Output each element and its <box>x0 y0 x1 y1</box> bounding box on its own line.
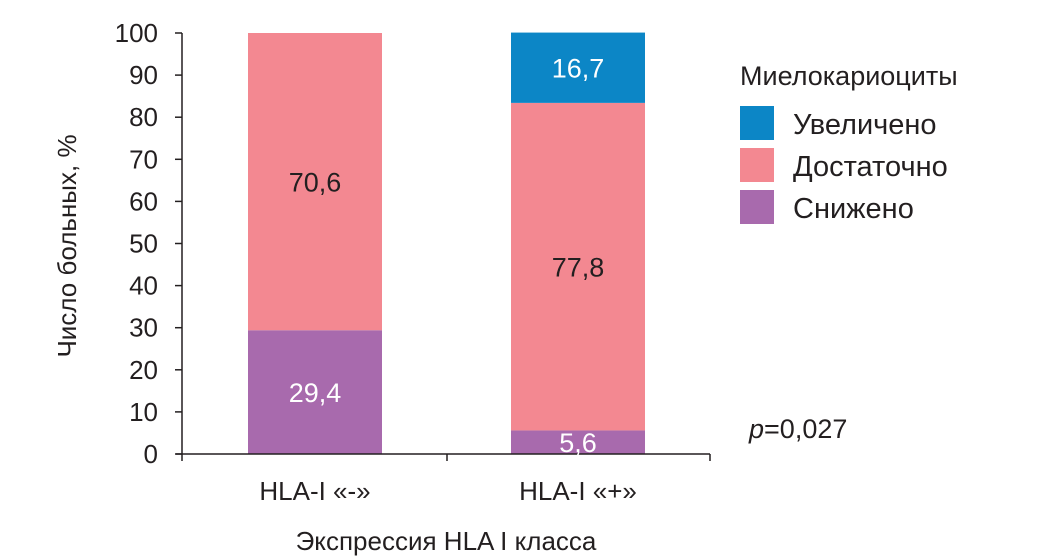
p-value-annotation: p=0,027 <box>748 414 847 444</box>
y-tick-label: 30 <box>129 313 158 343</box>
bar-value-label: 29,4 <box>289 378 342 408</box>
legend-label: Увеличено <box>793 109 937 141</box>
bars-layer <box>248 32 645 454</box>
legend-title: Миелокариоциты <box>740 61 958 91</box>
x-axis-label: Экспрессия HLA I класса <box>296 526 597 556</box>
y-tick-label: 90 <box>129 60 158 90</box>
y-axis-label: Число больных, % <box>52 134 82 357</box>
legend: Миелокариоциты Увеличено Достаточно Снижен… <box>740 61 958 225</box>
bar-segment <box>511 32 645 103</box>
x-tick-label: HLA-I «+» <box>519 476 637 506</box>
bar-segment <box>511 102 645 431</box>
bar-segment <box>248 33 382 331</box>
y-tick-label: 40 <box>129 271 158 301</box>
y-tick-label: 80 <box>129 102 158 132</box>
x-tick-label: HLA-I «-» <box>259 476 370 506</box>
y-tick-label: 50 <box>129 229 158 259</box>
p-value: =0,027 <box>764 414 847 444</box>
bar-segment <box>248 330 382 454</box>
legend-swatch <box>740 106 774 140</box>
bar-value-label: 5,6 <box>559 428 597 458</box>
y-tick-label: 10 <box>129 397 158 427</box>
legend-swatch <box>740 190 774 224</box>
legend-swatch <box>740 148 774 182</box>
data-labels: 29,4 70,6 5,6 77,8 16,7 <box>289 54 605 458</box>
legend-label: Снижено <box>793 193 914 225</box>
p-symbol: p <box>748 414 764 444</box>
x-ticks: HLA-I «-» HLA-I «+» <box>181 454 711 506</box>
bar-value-label: 16,7 <box>552 54 605 84</box>
bar-value-label: 77,8 <box>552 253 605 283</box>
bar-value-label: 70,6 <box>289 168 342 198</box>
y-tick-label: 70 <box>129 144 158 174</box>
y-ticks: 0 10 20 30 40 50 60 70 80 90 100 <box>115 18 182 469</box>
legend-label: Достаточно <box>793 151 948 183</box>
y-tick-label: 0 <box>144 439 158 469</box>
y-tick-label: 20 <box>129 355 158 385</box>
bar-segment <box>511 430 645 454</box>
y-tick-label: 60 <box>129 186 158 216</box>
y-tick-label: 100 <box>115 18 158 48</box>
